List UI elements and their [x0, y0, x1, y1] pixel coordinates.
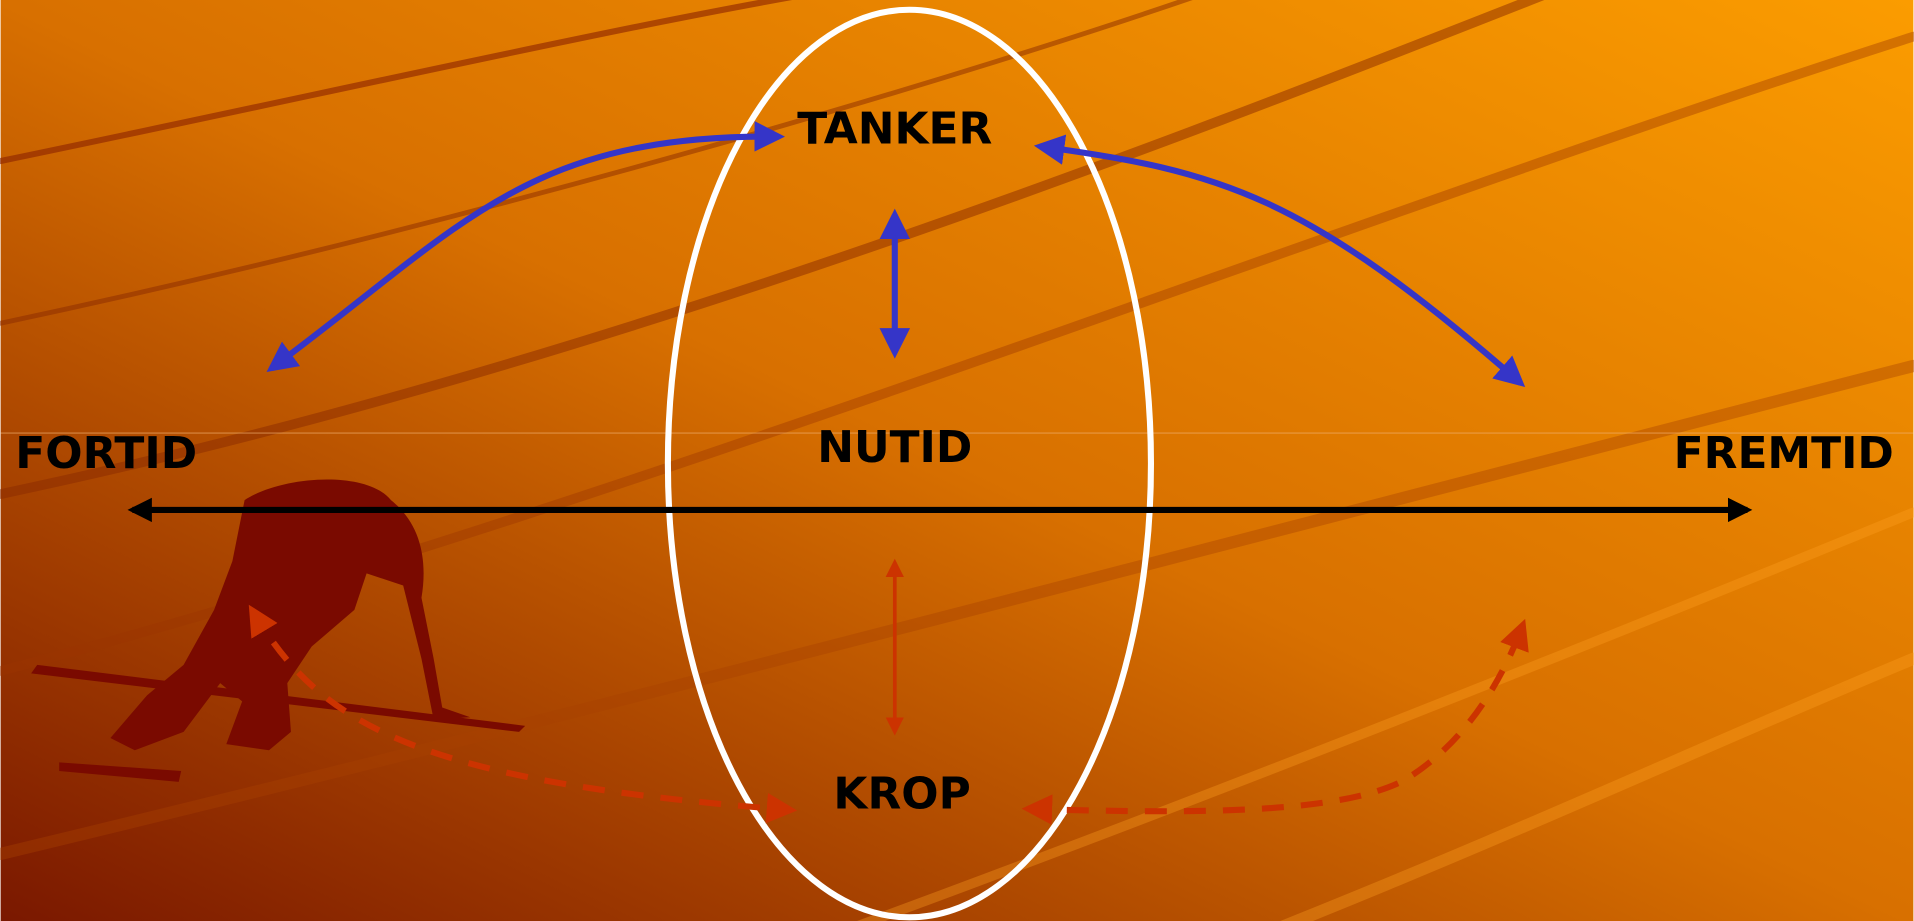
page: TANKER NUTID KROP FORTID FREMTID (() => … [0, 0, 1914, 921]
slide: TANKER NUTID KROP FORTID FREMTID [0, 0, 1914, 921]
label-krop: KROP [833, 769, 970, 820]
label-fremtid: FREMTID [1674, 428, 1894, 479]
label-tanker: TANKER [797, 104, 992, 155]
label-fortid: FORTID [15, 428, 197, 479]
label-nutid: NUTID [817, 422, 972, 473]
